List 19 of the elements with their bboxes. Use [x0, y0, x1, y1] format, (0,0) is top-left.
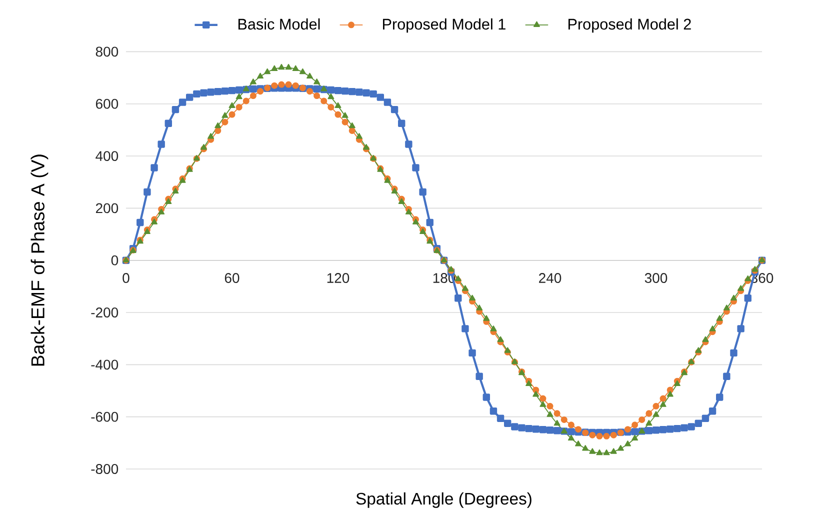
legend-label: Proposed Model 2: [568, 18, 691, 33]
y-axis-title: Back-EMF of Phase A (V): [30, 154, 48, 366]
y-tick-label: 0: [111, 255, 118, 266]
legend-label: Basic Model: [238, 18, 320, 30]
legend-label: Proposed Model 1: [383, 18, 506, 33]
x-tick-label: 0: [122, 273, 130, 283]
x-tick-label: 300: [644, 273, 668, 283]
y-tick-label: 200: [96, 203, 118, 214]
y-tick-label: -400: [91, 360, 118, 370]
y-tick-label: -800: [91, 464, 118, 474]
y-tick-label: -200: [91, 308, 118, 318]
x-tick-label: 240: [539, 273, 562, 283]
y-tick-label: 800: [96, 46, 118, 57]
x-axis-title: Spatial Angle (Degrees): [356, 492, 532, 508]
x-tick-label: 120: [327, 273, 350, 283]
x-tick-label: 60: [224, 273, 240, 283]
y-tick-label: 400: [96, 151, 118, 161]
y-tick-label: -600: [91, 412, 118, 422]
y-tick-label: 600: [96, 98, 118, 109]
